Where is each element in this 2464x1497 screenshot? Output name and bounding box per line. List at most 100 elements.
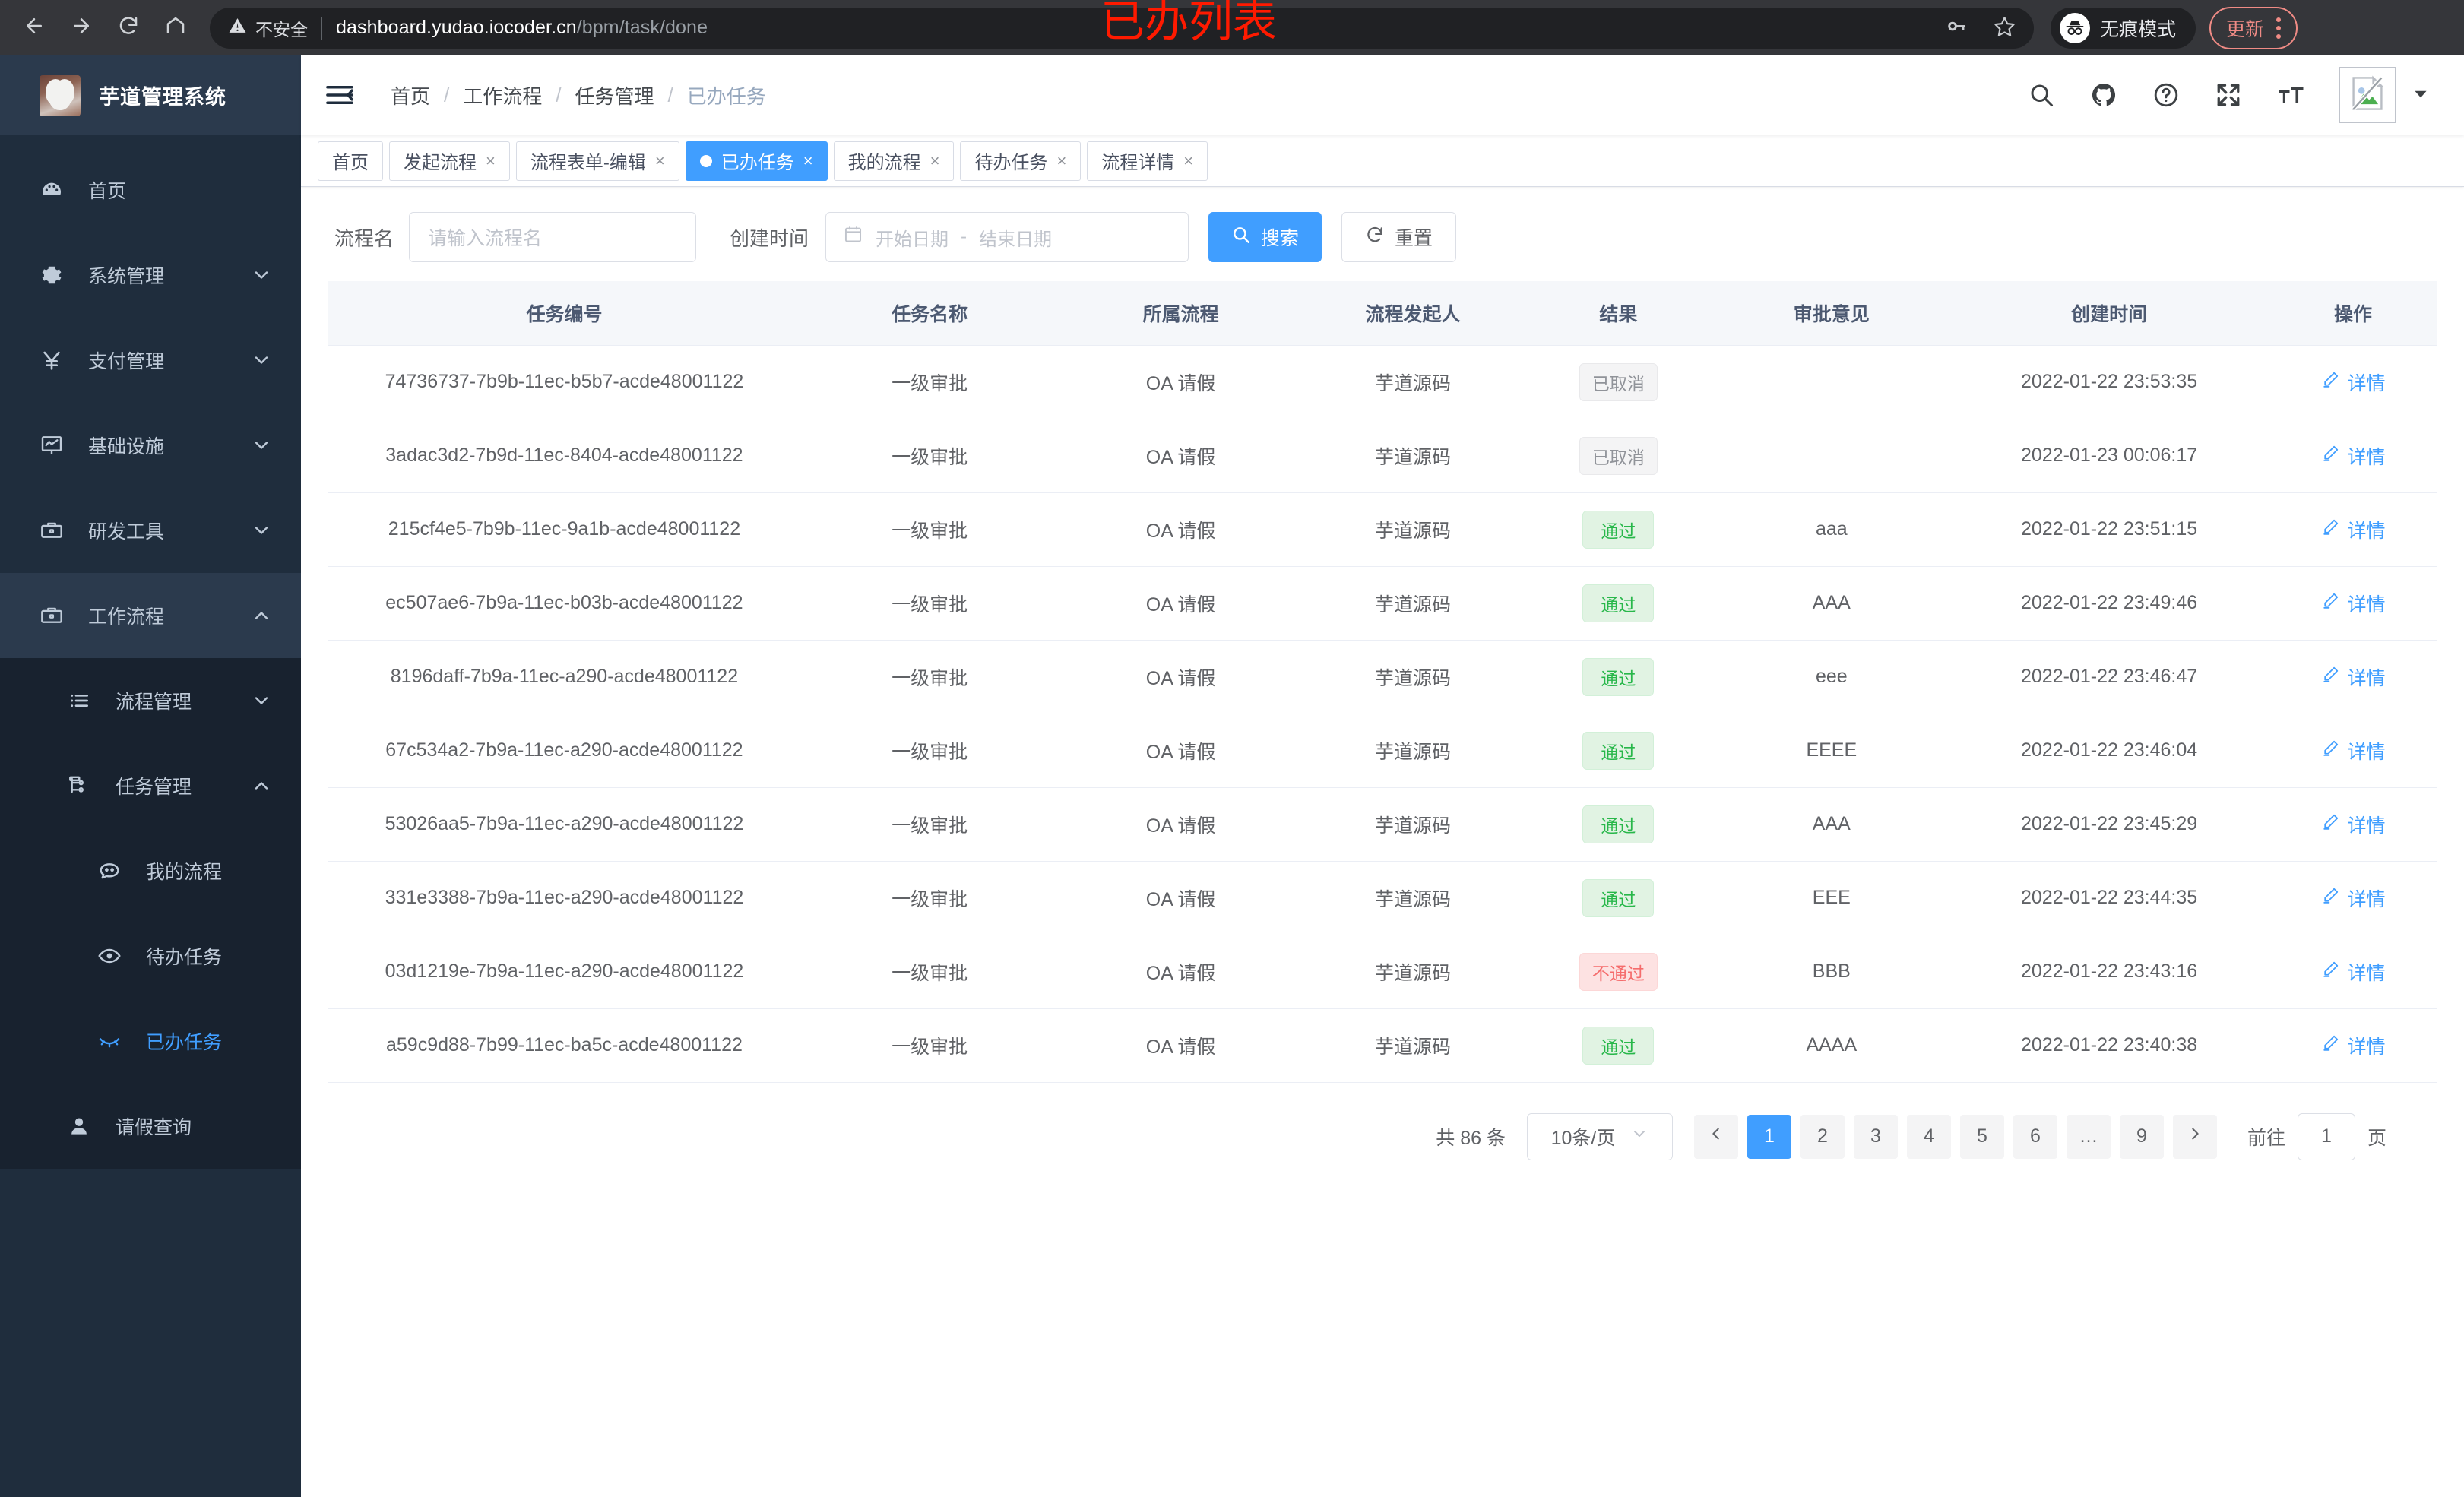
kebab-menu-icon[interactable] — [2276, 17, 2282, 39]
hamburger-icon[interactable] — [325, 84, 360, 106]
search-button[interactable]: 搜索 — [1208, 212, 1322, 262]
detail-link[interactable]: 详情 — [2321, 516, 2386, 543]
close-icon[interactable]: × — [1183, 150, 1194, 170]
pagination-page-4[interactable]: 4 — [1906, 1114, 1951, 1159]
url-path: /bpm/task/done — [576, 17, 708, 38]
sidebar-item-workflow[interactable]: 工作流程 — [0, 573, 301, 658]
detail-link[interactable]: 详情 — [2321, 737, 2386, 764]
pagination-page-5[interactable]: 5 — [1959, 1114, 2004, 1159]
detail-link[interactable]: 详情 — [2321, 811, 2386, 838]
cell-comment: EEE — [1713, 861, 1950, 935]
detail-link-label: 详情 — [2347, 446, 2386, 468]
detail-link[interactable]: 详情 — [2321, 958, 2386, 986]
sidebar-item-done-tasks[interactable]: 已办任务 — [0, 999, 301, 1084]
detail-link-label: 详情 — [2347, 593, 2386, 616]
fullscreen-icon[interactable] — [2215, 81, 2242, 109]
pencil-icon — [2321, 1033, 2340, 1058]
browser-toolbar: 不安全 dashboard.yudao.iocoder.cn/bpm/task/… — [0, 0, 2464, 55]
detail-link[interactable]: 详情 — [2321, 1032, 2386, 1059]
search-icon[interactable] — [2028, 81, 2055, 109]
address-bar[interactable]: 不安全 dashboard.yudao.iocoder.cn/bpm/task/… — [210, 7, 2034, 49]
pagination-page-3[interactable]: 3 — [1853, 1114, 1898, 1159]
cell-created-time: 2022-01-23 00:06:17 — [1949, 419, 2269, 493]
pagination-page-2[interactable]: 2 — [1800, 1114, 1845, 1159]
pagination-prev-button[interactable] — [1693, 1114, 1738, 1159]
browser-nav-buttons — [0, 5, 199, 52]
help-icon[interactable] — [2152, 81, 2180, 109]
sidebar-item-infrastructure[interactable]: 基础设施 — [0, 403, 301, 488]
pagination-ellipsis[interactable]: … — [2066, 1114, 2111, 1159]
cell-initiator: 芋道源码 — [1302, 419, 1524, 493]
detail-link[interactable]: 详情 — [2321, 663, 2386, 691]
sidebar-item-payment-management[interactable]: 支付管理 — [0, 318, 301, 403]
sidebar: 芋道管理系统 首页 系统管理 支付管理 — [0, 55, 301, 1497]
sidebar-item-task-management[interactable]: 任务管理 — [0, 743, 301, 828]
cell-task-id: 67c534a2-7b9a-11ec-a290-acde48001122 — [328, 714, 800, 788]
brand-logo-icon — [40, 74, 81, 116]
tab-process-detail[interactable]: 流程详情 × — [1087, 141, 1208, 181]
pagination-jump-input[interactable]: 1 — [2297, 1112, 2355, 1160]
key-icon[interactable] — [1946, 15, 1968, 41]
star-icon[interactable] — [1994, 15, 2016, 41]
avatar[interactable] — [2339, 67, 2396, 123]
tab-todo-tasks[interactable]: 待办任务 × — [960, 141, 1082, 181]
sidebar-item-label: 研发工具 — [88, 521, 165, 543]
close-icon[interactable]: × — [1056, 150, 1067, 170]
cell-task-name: 一级审批 — [800, 640, 1059, 714]
pagination-page-1[interactable]: 1 — [1747, 1114, 1791, 1159]
home-button[interactable] — [152, 5, 199, 52]
close-icon[interactable]: × — [803, 150, 813, 170]
reload-button[interactable] — [105, 5, 152, 52]
breadcrumb-separator: / — [556, 83, 562, 106]
cell-result: 通过 — [1523, 861, 1714, 935]
cell-actions: 详情 — [2269, 1008, 2437, 1083]
security-indicator[interactable]: 不安全 — [228, 15, 308, 41]
sidebar-item-process-management[interactable]: 流程管理 — [0, 658, 301, 743]
tab-label: 流程详情 — [1101, 153, 1175, 173]
pagination-jump-suffix: 页 — [2367, 1127, 2386, 1149]
date-range-picker[interactable]: 开始日期 - 结束日期 — [825, 212, 1189, 262]
sidebar-item-system-management[interactable]: 系统管理 — [0, 233, 301, 318]
close-icon[interactable]: × — [486, 150, 496, 170]
tab-done-tasks[interactable]: 已办任务 × — [685, 141, 828, 181]
update-button[interactable]: 更新 — [2209, 6, 2298, 49]
incognito-indicator[interactable]: 无痕模式 — [2051, 7, 2196, 49]
tab-process-form-edit[interactable]: 流程表单-编辑 × — [515, 141, 679, 181]
tab-home[interactable]: 首页 — [318, 141, 383, 181]
forward-button[interactable] — [58, 5, 105, 52]
close-icon[interactable]: × — [654, 150, 665, 170]
tab-label: 首页 — [332, 153, 369, 173]
sidebar-item-todo-tasks[interactable]: 待办任务 — [0, 913, 301, 999]
caret-down-icon[interactable] — [2411, 84, 2431, 106]
sidebar-item-home[interactable]: 首页 — [0, 147, 301, 233]
github-icon[interactable] — [2090, 81, 2117, 109]
font-size-icon[interactable] — [2277, 81, 2304, 109]
detail-link-label: 详情 — [2347, 888, 2386, 910]
brand[interactable]: 芋道管理系统 — [0, 55, 301, 135]
tab-my-process[interactable]: 我的流程 × — [833, 141, 955, 181]
detail-link[interactable]: 详情 — [2321, 369, 2386, 396]
filter-bar: 流程名 请输入流程名 创建时间 开始日期 - 结束日期 搜索 — [328, 210, 2437, 264]
pagination-next-button[interactable] — [2172, 1114, 2217, 1159]
breadcrumb-item-task-management[interactable]: 任务管理 — [575, 84, 654, 108]
cell-created-time: 2022-01-22 23:46:04 — [1949, 714, 2269, 788]
reset-button[interactable]: 重置 — [1341, 212, 1457, 262]
tab-start-process[interactable]: 发起流程 × — [389, 141, 510, 181]
detail-link[interactable]: 详情 — [2321, 885, 2386, 912]
cell-task-id: 215cf4e5-7b9b-11ec-9a1b-acde48001122 — [328, 492, 800, 567]
back-button[interactable] — [11, 5, 58, 52]
pagination-page-9[interactable]: 9 — [2119, 1114, 2164, 1159]
sidebar-item-dev-tools[interactable]: 研发工具 — [0, 488, 301, 573]
breadcrumb-item-home[interactable]: 首页 — [391, 84, 431, 108]
pagination-page-6[interactable]: 6 — [2013, 1114, 2057, 1159]
search-input[interactable]: 请输入流程名 — [409, 212, 697, 262]
page-size-select[interactable]: 10条/页 — [1526, 1112, 1673, 1160]
close-icon[interactable]: × — [930, 150, 940, 170]
detail-link[interactable]: 详情 — [2321, 590, 2386, 617]
url-text: dashboard.yudao.iocoder.cn/bpm/task/done — [336, 17, 708, 39]
sidebar-item-leave-query[interactable]: 请假查询 — [0, 1084, 301, 1169]
sidebar-item-my-process[interactable]: 我的流程 — [0, 828, 301, 913]
detail-link[interactable]: 详情 — [2321, 442, 2386, 470]
breadcrumb-item-workflow[interactable]: 工作流程 — [463, 84, 543, 108]
cell-created-time: 2022-01-22 23:49:46 — [1949, 566, 2269, 641]
